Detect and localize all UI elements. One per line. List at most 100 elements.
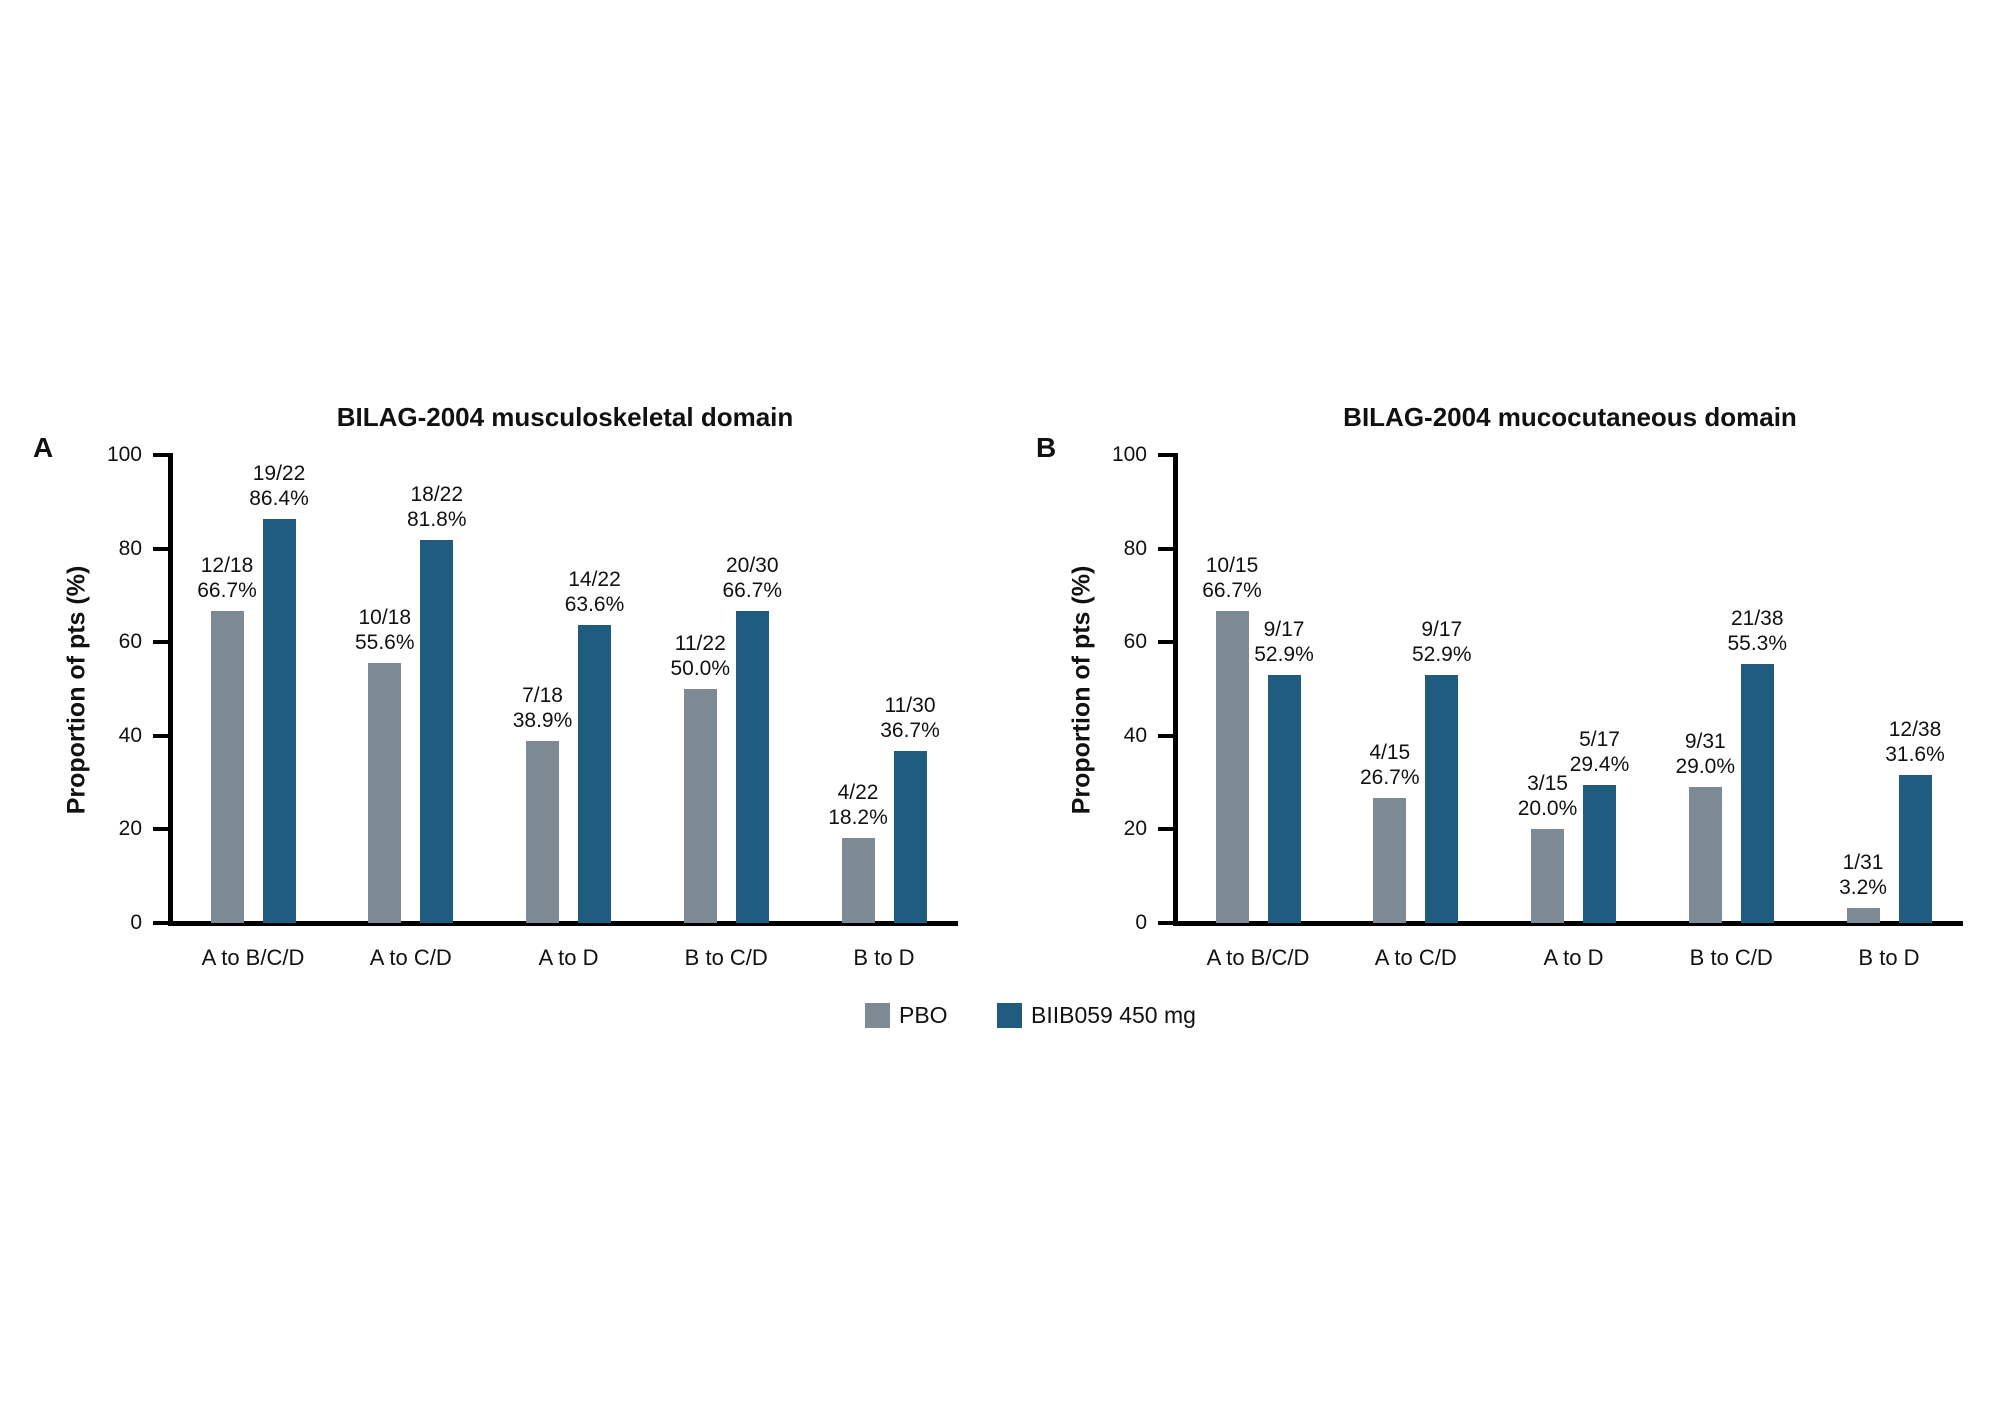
y-tick-label: 80 [118,536,142,560]
value-label-count: 12/38 [1888,718,1942,742]
category-label: B to C/D [1689,945,1773,970]
value-label-percent: 36.7% [880,719,940,743]
value-label: 19/22 86.4% [209,461,349,511]
value-label-count: 9/17 [1263,618,1305,642]
y-tick-label: 100 [106,443,142,466]
value-label: 9/31 29.0% [1635,729,1775,779]
y-tick [1158,733,1173,738]
value-label: 4/22 18.2% [788,780,928,830]
bar-pbo [1531,829,1564,923]
bar-biib059-450-mg [262,518,296,923]
value-label: 9/17 52.9% [1214,617,1354,667]
category-label: A to D [538,945,599,970]
value-label-count: 20/30 [725,553,779,577]
value-label-count: 11/22 [674,632,726,655]
value-label: 12/18 66.7% [157,553,297,603]
value-label-count: 3/15 [1527,772,1568,796]
value-label-count: 1/31 [1842,851,1884,875]
y-tick-label: 40 [118,723,142,747]
value-label-percent: 20.0% [1517,797,1578,821]
value-label-percent: 38.9% [512,708,573,732]
value-label: 11/30 36.7% [840,693,980,743]
value-label-percent: 52.9% [1411,643,1472,667]
value-label-count: 12/18 [200,553,254,577]
y-axis-line [1173,453,1178,925]
y-tick-label: 40 [1123,723,1147,747]
value-label-count: 18/22 [410,483,464,507]
panel-b-y-axis-label: Proportion of pts (%) [1067,565,1096,815]
y-tick [153,640,168,645]
value-label: 4/15 26.7% [1320,740,1460,790]
value-label: 10/15 66.7% [1162,553,1302,603]
value-label-count: 4/22 [837,780,879,804]
value-label-count: 7/18 [522,683,563,707]
value-label: 3/15 20.0% [1478,771,1618,821]
legend-label-pbo: PBO [899,1002,948,1028]
category-label: A to D [1543,945,1604,970]
bar-biib059-450-mg [1267,675,1301,923]
value-label-percent: 18.2% [828,805,888,829]
value-label: 10/18 55.6% [315,605,455,655]
y-tick [153,453,168,457]
value-label-count: 9/31 [1684,730,1726,754]
value-label: 9/17 52.9% [1372,617,1512,667]
value-label-percent: 52.9% [1254,643,1314,667]
value-label-count: 14/22 [568,568,621,592]
bar-biib059-450-mg [1425,675,1459,923]
y-tick [1158,453,1173,457]
y-tick-label: 100 [1111,443,1147,466]
bar-pbo [210,610,244,923]
y-tick [153,921,168,925]
value-label: 14/22 63.6% [525,567,665,617]
y-tick-label: 0 [130,911,142,934]
y-tick [153,733,168,738]
y-axis-line [168,453,173,925]
bar-biib059-450-mg [578,625,611,923]
bar-biib059-450-mg [420,540,454,923]
value-label-percent: 29.0% [1675,755,1736,779]
bar-pbo [368,662,402,923]
y-tick [153,546,168,551]
category-label: A to C/D [369,945,452,970]
value-label-percent: 26.7% [1359,766,1420,790]
value-label: 12/38 31.6% [1845,717,1985,767]
bar-biib059-450-mg [1583,785,1616,923]
y-tick [1158,546,1173,551]
x-axis-line [1173,921,1963,926]
category-label: A to B/C/D [1206,945,1310,970]
value-label-percent: 63.6% [564,593,625,617]
bar-biib059-450-mg [893,751,927,923]
value-label-percent: 3.2% [1839,876,1887,900]
value-label-percent: 29.4% [1569,753,1630,777]
value-label-count: 19/22 [252,461,306,485]
value-label-count: 11/30 [884,694,936,718]
value-label-percent: 66.7% [1202,578,1262,602]
panel-a-title: BILAG-2004 musculoskeletal domain [336,402,794,432]
y-tick-label: 80 [1123,536,1147,560]
value-label: 20/30 66.7% [682,553,822,603]
bar-pbo [1688,787,1722,923]
bar-pbo [841,837,875,923]
value-label-count: 4/15 [1369,741,1411,765]
value-label: 21/38 55.3% [1687,606,1827,656]
panel-b-title: BILAG-2004 mucocutaneous domain [1343,402,1797,432]
panel-a-label: A [33,432,54,463]
category-label: B to C/D [684,945,768,970]
y-tick-label: 20 [118,817,142,841]
value-label-percent: 66.7% [197,578,257,602]
category-label: A to C/D [1374,945,1457,970]
value-label-percent: 55.6% [354,630,415,654]
value-label-count: 9/17 [1421,618,1463,642]
value-label: 7/18 38.9% [473,683,613,733]
value-label-percent: 81.8% [406,508,467,532]
y-tick [1158,827,1173,832]
bar-pbo [1215,610,1249,923]
bar-pbo [1846,908,1880,923]
category-label: B to D [853,945,915,970]
panel-b-label: B [1036,432,1057,463]
value-label-percent: 86.4% [249,486,309,510]
value-label-percent: 50.0% [670,657,731,680]
category-label: B to D [1858,945,1920,970]
value-label: 18/22 81.8% [367,482,507,532]
